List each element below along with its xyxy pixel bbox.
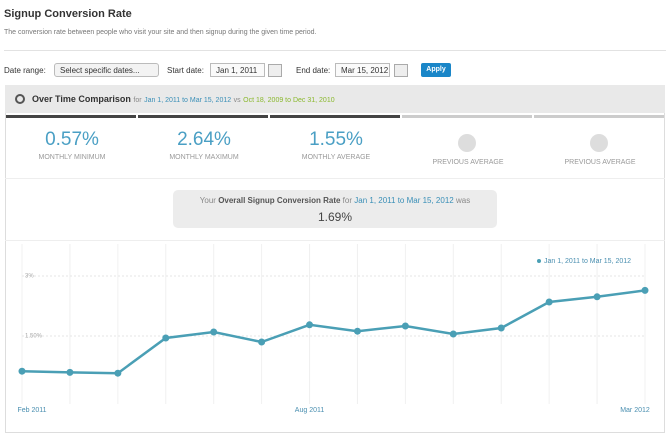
panel-title: Over Time Comparison [32, 94, 131, 104]
x-tick-label: Feb 2011 [17, 407, 46, 414]
previous-label: PREVIOUS AVERAGE [564, 159, 636, 166]
stat-value: 2.64% [177, 129, 231, 150]
divider [5, 240, 665, 241]
page-subtitle: The conversion rate between people who v… [4, 29, 317, 36]
summary-box [173, 190, 497, 228]
start-date-label: Start date: [167, 66, 204, 75]
data-point [210, 328, 218, 336]
summary-value: 1.69% [317, 210, 353, 224]
data-point [353, 327, 361, 335]
panel-heading: Over Time Comparison for Jan 1, 2011 to … [32, 94, 335, 104]
data-point [258, 338, 266, 346]
legend-swatch [537, 259, 541, 263]
summary-metric: Overall Signup Conversion Rate [218, 196, 341, 205]
data-point [306, 321, 314, 329]
y-tick-label: 3% [25, 274, 34, 280]
clock-icon [15, 94, 25, 104]
data-point [497, 324, 505, 332]
date-range-label: Date range: [4, 66, 46, 75]
stat-value: 1.55% [309, 129, 363, 150]
legend-label: Jan 1, 2011 to Mar 15, 2012 [544, 258, 631, 265]
data-point [162, 334, 170, 342]
y-tick-label: 1.50% [25, 334, 43, 340]
x-tick-label: Mar 2012 [620, 407, 650, 414]
panel-range: Jan 1, 2011 to Mar 15, 2012 [144, 97, 232, 104]
placeholder-icon [458, 134, 476, 152]
summary-was: was [455, 196, 471, 205]
apply-button[interactable]: Apply [421, 63, 451, 77]
summary-line: Your Overall Signup Conversion Rate for … [173, 196, 497, 205]
panel-header [5, 85, 665, 113]
data-point [18, 367, 26, 375]
stat-label: MONTHLY MINIMUM [38, 154, 106, 161]
divider [5, 178, 665, 179]
end-date-label: End date: [296, 66, 331, 75]
panel-compare-range: Oct 18, 2009 to Dec 31, 2010 [243, 97, 335, 104]
summary-for: for [342, 196, 353, 205]
x-tick-label: Aug 2011 [295, 407, 325, 414]
tab-bar [270, 115, 400, 118]
start-date-input[interactable]: Jan 1, 2011 [210, 63, 265, 77]
summary-prefix: Your [199, 196, 216, 205]
end-date-input[interactable]: Mar 15, 2012 [335, 63, 390, 77]
chart: 1.50% 3% Feb 2011 Aug 2011 Mar 2012 Jan 1, 20… [17, 244, 650, 414]
data-point [449, 330, 457, 338]
calendar-icon[interactable] [268, 64, 282, 77]
panel-vs: vs [233, 97, 241, 104]
placeholder-icon [590, 134, 608, 152]
data-point [401, 322, 409, 330]
date-range-select[interactable]: Select specific dates... [54, 63, 159, 77]
series-line [21, 289, 646, 375]
data-point [545, 298, 553, 306]
stat-label: MONTHLY AVERAGE [301, 154, 371, 161]
data-point [114, 369, 122, 377]
data-point [641, 286, 649, 294]
calendar-icon[interactable] [394, 64, 408, 77]
stat-label: MONTHLY MAXIMUM [169, 154, 239, 161]
tab-bar [534, 115, 664, 118]
data-point [66, 368, 74, 376]
tab-bar [6, 115, 136, 118]
tab-bar [138, 115, 268, 118]
data-point [593, 293, 601, 301]
panel-for: for [133, 97, 142, 104]
stat-value: 0.57% [45, 129, 99, 150]
previous-label: PREVIOUS AVERAGE [432, 159, 504, 166]
page-title: Signup Conversion Rate [4, 8, 132, 20]
summary-range: Jan 1, 2011 to Mar 15, 2012 [354, 196, 454, 205]
tab-bar [402, 115, 532, 118]
divider [4, 50, 666, 51]
